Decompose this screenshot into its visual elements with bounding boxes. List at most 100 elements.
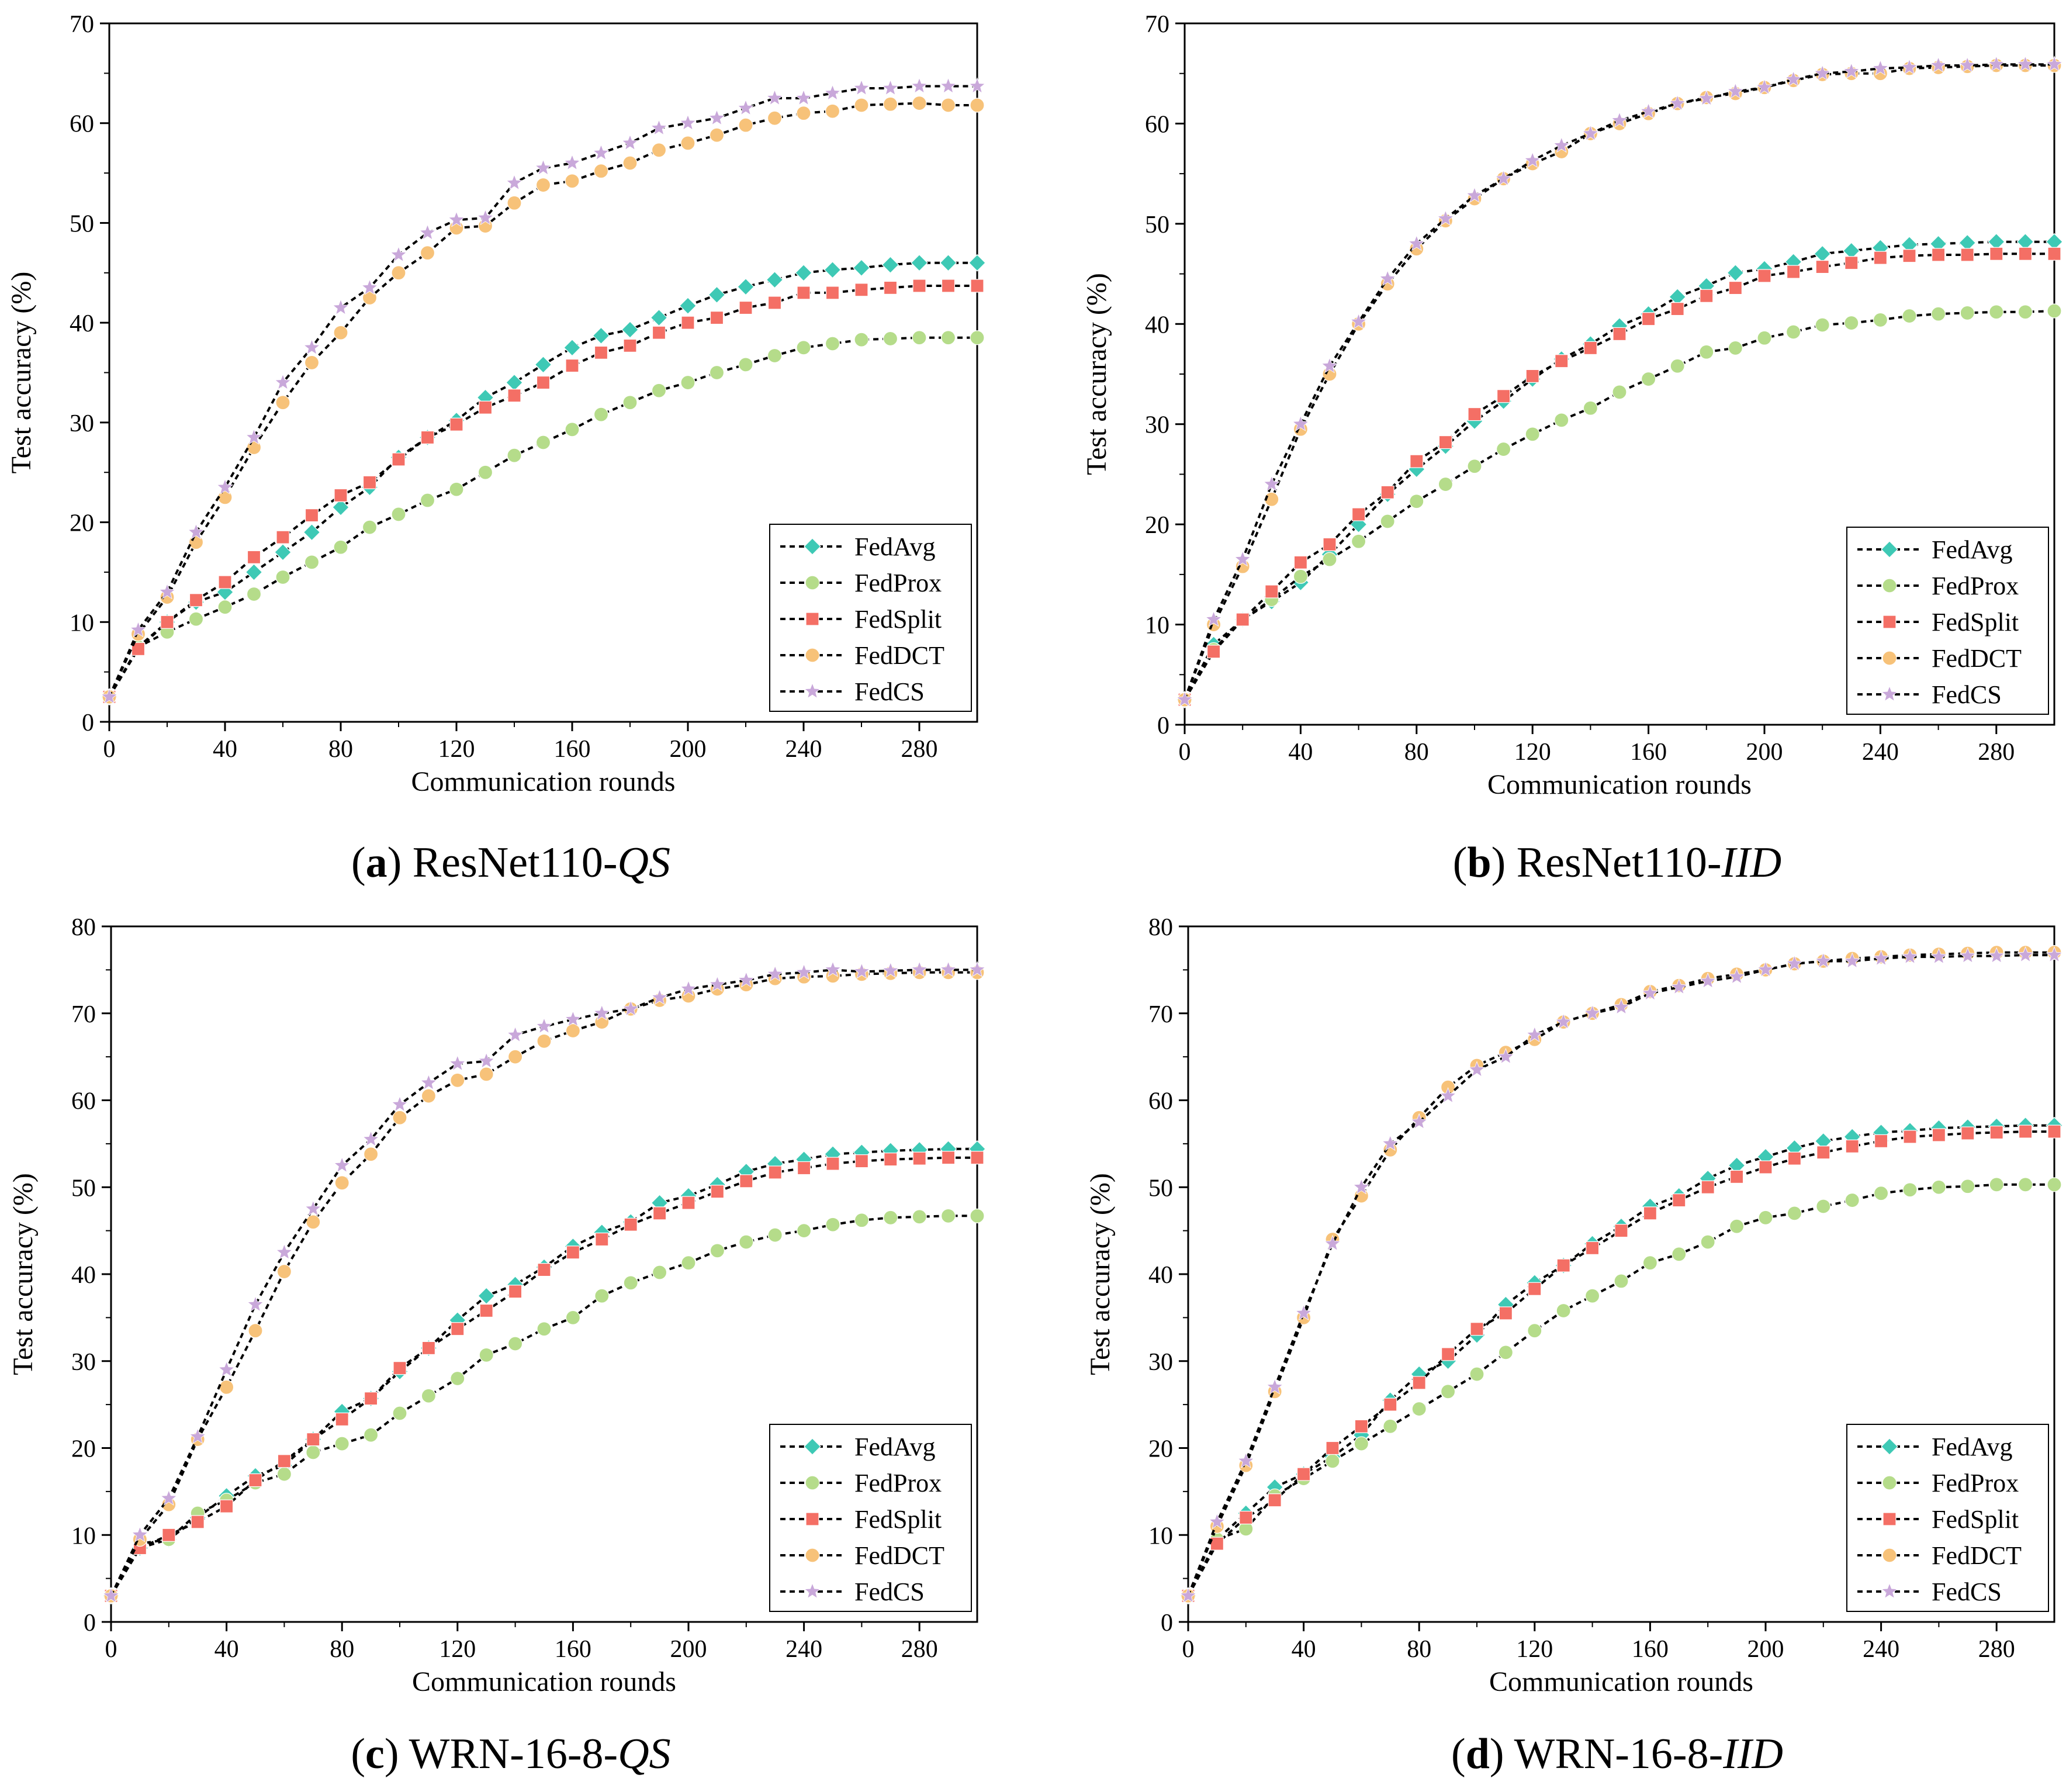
data-point-fedcs	[709, 975, 726, 992]
data-point-fedavg	[1726, 264, 1745, 282]
data-point-feddct	[420, 245, 435, 261]
data-point-fedsplit	[1210, 1537, 1224, 1551]
x-axis-label: Communication rounds	[411, 766, 676, 797]
panel-caption: (a) ResNet110-QS	[351, 839, 670, 887]
data-point-fedprox	[1902, 1182, 1918, 1198]
data-point-fedsplit	[2047, 1125, 2061, 1139]
data-point-fedcs	[448, 211, 465, 227]
data-point-feddct	[304, 355, 320, 371]
data-point-fedsplit	[1239, 1510, 1253, 1525]
data-point-fedcs	[853, 79, 870, 96]
data-point-fedcs	[130, 621, 147, 638]
x-tick-label: 200	[1747, 1636, 1784, 1663]
data-point-fedcs	[189, 1428, 206, 1444]
data-point-fedcs	[1930, 947, 1947, 964]
data-point-fedprox	[854, 1213, 870, 1228]
data-point-fedprox	[246, 586, 262, 602]
data-point-fedcs	[968, 961, 986, 977]
legend-label-fedsplit: FedSplit	[1932, 608, 2019, 636]
y-tick-label: 20	[1148, 1436, 1173, 1463]
data-point-fedsplit	[565, 358, 579, 373]
data-point-fedcs	[419, 224, 436, 240]
data-point-fedprox	[1931, 306, 1946, 321]
series-feddct	[103, 965, 985, 1603]
series-fedprox	[103, 1208, 985, 1603]
data-point-fedprox	[1409, 494, 1424, 509]
y-axis-label: Test accuracy (%)	[1085, 1173, 1116, 1375]
data-point-fedprox	[1380, 514, 1395, 529]
data-point-feddct	[276, 1264, 292, 1279]
data-point-fedsplit	[478, 400, 493, 414]
data-point-fedsplit	[1642, 312, 1656, 326]
legend-marker-fedcs	[804, 682, 821, 699]
x-axis-label: Communication rounds	[412, 1666, 676, 1697]
y-tick-label: 10	[1148, 1523, 1173, 1549]
data-point-fedsplit	[449, 417, 463, 431]
data-point-fedprox	[1844, 1192, 1860, 1208]
data-point-fedcs	[102, 1587, 120, 1603]
data-point-fedsplit	[594, 345, 608, 359]
data-point-fedprox	[623, 1275, 638, 1291]
data-point-fedprox	[854, 332, 869, 347]
y-tick-label: 0	[84, 1610, 96, 1637]
legend-label-fedavg: FedAvg	[1932, 535, 2013, 564]
data-point-feddct	[246, 440, 262, 455]
data-point-fedsplit	[681, 316, 695, 330]
data-point-fedsplit	[970, 1151, 984, 1165]
y-axis-label: Test accuracy (%)	[6, 272, 37, 474]
data-point-fedcs	[593, 144, 610, 161]
y-tick-label: 20	[1145, 512, 1169, 539]
data-point-fedcs	[882, 79, 899, 96]
caption-title-italic: IID	[1721, 839, 1781, 887]
legend-label-fedavg: FedAvg	[854, 532, 936, 561]
data-point-fedsplit	[1701, 1180, 1715, 1194]
caption-label: d	[1466, 1730, 1490, 1778]
data-point-fedsplit	[1787, 1151, 1801, 1165]
data-point-fedprox	[912, 1209, 927, 1224]
data-point-fedprox	[1496, 441, 1511, 457]
legend-marker-fedcs	[1881, 1582, 1898, 1599]
caption-label: b	[1467, 839, 1491, 887]
data-point-fedcs	[362, 1130, 379, 1147]
data-point-fedavg	[911, 254, 928, 272]
data-point-fedprox	[940, 330, 956, 345]
legend-label-fedprox: FedProx	[1932, 572, 2019, 600]
data-point-fedsplit	[277, 1454, 291, 1468]
data-point-fedprox	[565, 1310, 581, 1325]
data-point-fedsplit	[1268, 1493, 1282, 1507]
data-point-fedsplit	[710, 1185, 725, 1199]
caption-title-italic: QS	[618, 1730, 670, 1778]
data-point-fedcs	[1410, 1113, 1428, 1129]
data-point-fedcs	[1843, 952, 1861, 968]
data-point-fedprox	[334, 1436, 349, 1451]
y-tick-label: 30	[1148, 1349, 1173, 1376]
y-tick-label: 30	[70, 410, 94, 437]
data-point-fedcs	[940, 77, 957, 94]
data-point-feddct	[479, 1067, 494, 1082]
data-point-fedsplit	[1844, 256, 1859, 270]
data-point-fedsplit	[162, 1528, 176, 1542]
x-tick-label: 0	[1179, 739, 1191, 766]
data-point-fedsplit	[160, 615, 174, 629]
data-point-fedsplit	[1757, 269, 1771, 283]
data-point-fedcs	[1815, 952, 1832, 968]
y-tick-label: 20	[71, 1436, 96, 1463]
data-point-feddct	[796, 106, 811, 121]
data-point-fedavg	[303, 523, 321, 541]
caption-paren: (	[351, 1730, 365, 1778]
data-point-fedsplit	[393, 1361, 407, 1375]
data-point-fedsplit	[537, 1262, 551, 1277]
data-point-feddct	[392, 1110, 407, 1125]
x-tick-label: 200	[1746, 739, 1783, 766]
data-point-fedprox	[449, 482, 464, 497]
data-point-fedprox	[1844, 315, 1859, 331]
x-tick-label: 240	[785, 1636, 822, 1663]
data-point-fedprox	[825, 336, 840, 351]
data-point-fedprox	[593, 407, 609, 422]
data-point-fedsplit	[1961, 1126, 1975, 1140]
data-point-fedsplit	[2019, 1125, 2033, 1139]
data-point-fedprox	[2018, 1177, 2033, 1192]
data-point-fedcs	[1524, 151, 1541, 168]
caption-title-italic: QS	[618, 839, 670, 887]
data-point-fedsplit	[421, 1341, 436, 1355]
